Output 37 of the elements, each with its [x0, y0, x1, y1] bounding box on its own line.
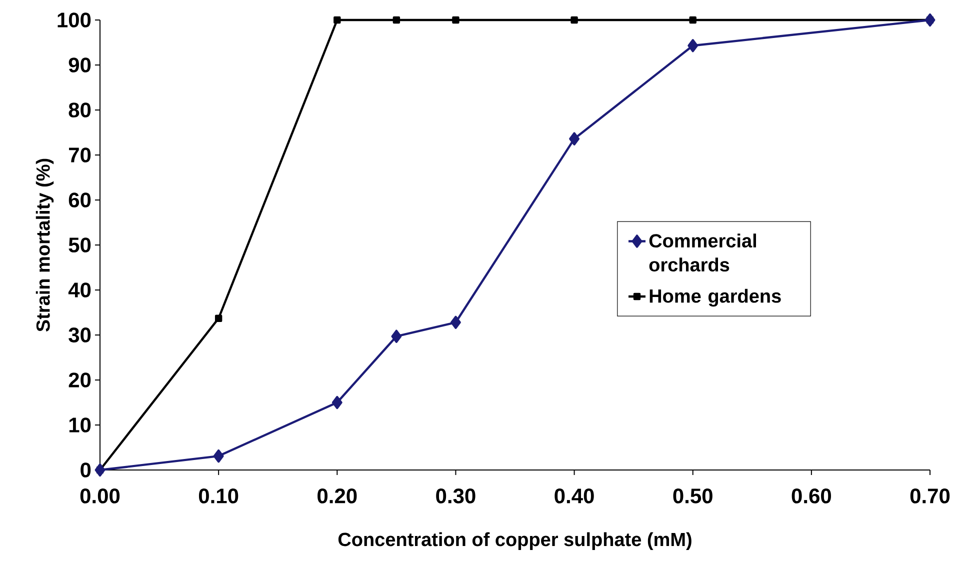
point: [392, 16, 400, 24]
x-axis-title: Concentration of copper sulphate (mM): [338, 532, 692, 550]
y-tick-label: 20: [68, 372, 91, 388]
legend-label: Commercial orchards: [649, 234, 756, 272]
point: [334, 16, 341, 24]
y-tick-label: 100: [58, 12, 91, 28]
point: [689, 16, 696, 24]
y-axis-title: Strain mortality (%): [36, 158, 54, 332]
point: [391, 330, 402, 343]
point: [213, 449, 224, 463]
y-tick-label: 90: [68, 58, 91, 72]
point: [332, 396, 342, 410]
x-tick-label: 0.30: [436, 488, 476, 504]
point: [570, 16, 578, 24]
y-tick-label: 0: [80, 462, 91, 478]
point: [924, 13, 936, 27]
y-tick-label: 60: [68, 192, 91, 208]
x-tick-label: 0.50: [673, 488, 712, 504]
point: [452, 16, 460, 24]
x-tick-label: 0.60: [792, 488, 831, 504]
point: [569, 132, 580, 146]
y-tick-label: 70: [69, 148, 91, 162]
y-tick-label: 40: [68, 282, 91, 298]
x-tick-label: 0.10: [198, 488, 238, 504]
x-tick-label: 0.40: [554, 488, 594, 504]
point: [450, 316, 461, 329]
legend-label: Home gardens: [650, 288, 781, 307]
point: [688, 39, 698, 52]
x-tick-label: 0.70: [910, 488, 950, 504]
y-tick-label: 10: [69, 418, 91, 432]
y-tick-label: 30: [68, 328, 91, 342]
x-tick-label: 0.20: [318, 488, 357, 504]
point: [94, 463, 106, 477]
x-tick-label: 0.00: [80, 488, 120, 504]
y-tick-label: 80: [68, 102, 91, 118]
y-tick-label: 50: [68, 238, 91, 252]
point: [214, 314, 222, 322]
